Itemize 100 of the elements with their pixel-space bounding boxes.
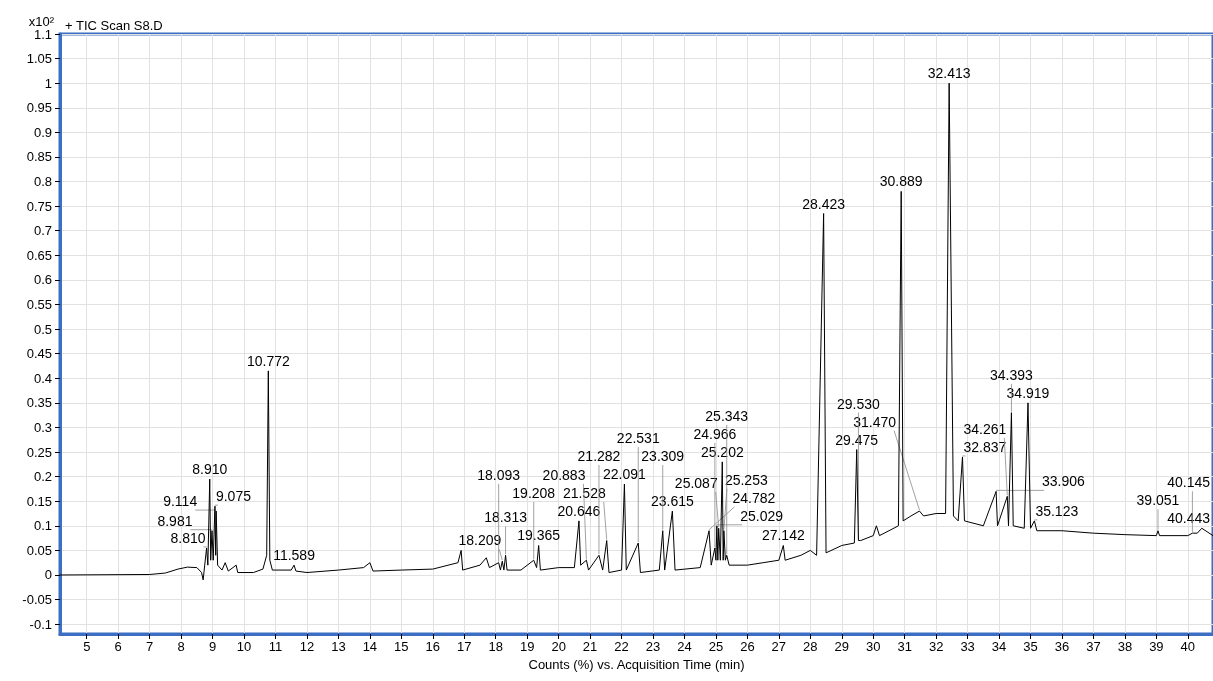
annotation: 11.589 xyxy=(273,547,316,564)
y-tick-label: 0.4 xyxy=(33,370,52,386)
x-tick-label: 13 xyxy=(331,639,346,654)
y-tick-label: 0.75 xyxy=(26,198,52,214)
y-tick-label: -0.05 xyxy=(22,592,52,608)
annotation: 19.208 xyxy=(512,484,556,501)
annotation: 29.475 xyxy=(835,431,879,448)
x-tick-label: 11 xyxy=(268,639,283,654)
x-tick-label: 17 xyxy=(457,639,472,654)
y-tick-label: 1 xyxy=(44,75,52,91)
y-tick-label: 0.2 xyxy=(33,469,52,485)
x-tick-label: 38 xyxy=(1117,639,1133,654)
x-tick-label: 18 xyxy=(488,639,503,654)
annotation: 23.309 xyxy=(641,448,685,464)
annotation: 27.142 xyxy=(761,527,805,544)
annotation: 20.883 xyxy=(542,466,586,483)
annotation: 8.910 xyxy=(192,461,228,478)
annotation: 25.343 xyxy=(705,407,749,424)
annotation: 21.528 xyxy=(562,484,606,501)
annotation: 34.261 xyxy=(963,420,1007,437)
annotation: 32.413 xyxy=(927,65,971,82)
annotation: 34.393 xyxy=(990,366,1034,383)
annotation: 23.615 xyxy=(650,493,694,510)
x-tick-label: 14 xyxy=(362,639,378,654)
x-tick-label: 25 xyxy=(708,639,724,654)
annotation: 33.906 xyxy=(1041,473,1085,490)
annotation: 19.365 xyxy=(517,527,561,544)
x-tick-label: 22 xyxy=(614,639,629,654)
annotation: 25.029 xyxy=(740,507,784,524)
x-tick-label: 6 xyxy=(114,639,122,654)
annotation: 9.075 xyxy=(215,488,252,505)
x-tick-label: 26 xyxy=(740,639,755,654)
y-tick-label: 0.9 xyxy=(33,124,52,140)
x-tick-label: 30 xyxy=(866,639,881,654)
annotation: 28.423 xyxy=(802,195,846,212)
annotation: 29.530 xyxy=(837,395,881,412)
annotation: 10.772 xyxy=(246,352,290,369)
x-tick-label: 7 xyxy=(146,639,154,654)
annotation: 18.093 xyxy=(477,466,521,483)
x-tick-label: 19 xyxy=(519,639,535,654)
x-tick-label: 27 xyxy=(771,639,787,654)
x-tick-label: 24 xyxy=(677,639,692,654)
y-tick-label: 0 xyxy=(44,567,52,583)
annotation: 22.091 xyxy=(603,466,647,482)
x-tick-label: 36 xyxy=(1054,639,1070,654)
y-tick-label: 0.3 xyxy=(33,419,52,435)
y-tick-label: 0.35 xyxy=(26,395,52,411)
y-tick-label: 1.05 xyxy=(26,51,52,67)
y-tick-label: 0.8 xyxy=(33,174,52,190)
annotation: 22.531 xyxy=(616,430,660,446)
annotation: 39.051 xyxy=(1136,492,1180,509)
x-tick-label: 9 xyxy=(208,639,217,654)
y-tick-label: 0.05 xyxy=(26,542,52,558)
x-tick-label: 23 xyxy=(645,639,661,654)
annotation: 18.313 xyxy=(484,509,528,526)
x-tick-label: 33 xyxy=(960,639,975,654)
x-tick-label: 5 xyxy=(83,639,91,654)
annotation: 34.919 xyxy=(1006,384,1050,401)
y-tick-label: 0.55 xyxy=(26,296,52,312)
x-tick-label: 37 xyxy=(1086,639,1101,654)
x-axis-title: Counts (%) vs. Acquisition Time (min) xyxy=(528,656,745,672)
annotation: 31.470 xyxy=(853,413,897,430)
y-axis-title: x10² xyxy=(28,13,55,29)
y-tick-label: 0.65 xyxy=(26,247,52,263)
annotation: 24.782 xyxy=(732,489,776,506)
y-tick-label: 0.15 xyxy=(26,493,52,509)
x-tick-label: 34 xyxy=(991,639,1007,654)
y-tick-label: -0.1 xyxy=(29,616,52,632)
x-tick-label: 32 xyxy=(928,639,944,654)
x-tick-label: 31 xyxy=(897,639,912,654)
x-tick-label: 20 xyxy=(551,639,566,654)
x-tick-label: 40 xyxy=(1180,639,1196,654)
x-tick-label: 12 xyxy=(299,639,315,654)
annotation: 8.981 xyxy=(157,512,193,529)
chart-title: + TIC Scan S8.D xyxy=(65,18,163,33)
annotation: 8.810 xyxy=(170,529,206,546)
x-tick-label: 21 xyxy=(582,639,598,654)
x-tick-label: 10 xyxy=(236,639,252,654)
annotation: 25.087 xyxy=(674,475,718,492)
annotation: 40.145 xyxy=(1167,474,1211,491)
annotation: 21.282 xyxy=(577,448,621,464)
annotation: 30.889 xyxy=(879,173,923,190)
x-tick-label: 35 xyxy=(1023,639,1038,654)
y-tick-label: 0.1 xyxy=(33,518,52,534)
annotation: 32.837 xyxy=(963,438,1007,455)
x-tick-label: 16 xyxy=(425,639,441,654)
annotation: 40.443 xyxy=(1167,510,1211,527)
y-tick-label: 0.25 xyxy=(26,444,52,460)
y-tick-label: 0.5 xyxy=(33,321,52,337)
annotation: 18.209 xyxy=(458,532,502,549)
y-tick-label: 1.1 xyxy=(33,26,52,42)
annotation: 24.966 xyxy=(693,425,737,442)
annotation: 25.202 xyxy=(700,443,744,460)
annotation: 35.123 xyxy=(1035,502,1079,519)
x-tick-label: 28 xyxy=(803,639,818,654)
y-tick-label: 0.6 xyxy=(33,272,52,288)
y-tick-label: 0.95 xyxy=(26,100,52,116)
annotation: 9.114 xyxy=(163,493,198,510)
x-tick-label: 15 xyxy=(394,639,409,654)
y-tick-label: 0.7 xyxy=(33,223,52,239)
